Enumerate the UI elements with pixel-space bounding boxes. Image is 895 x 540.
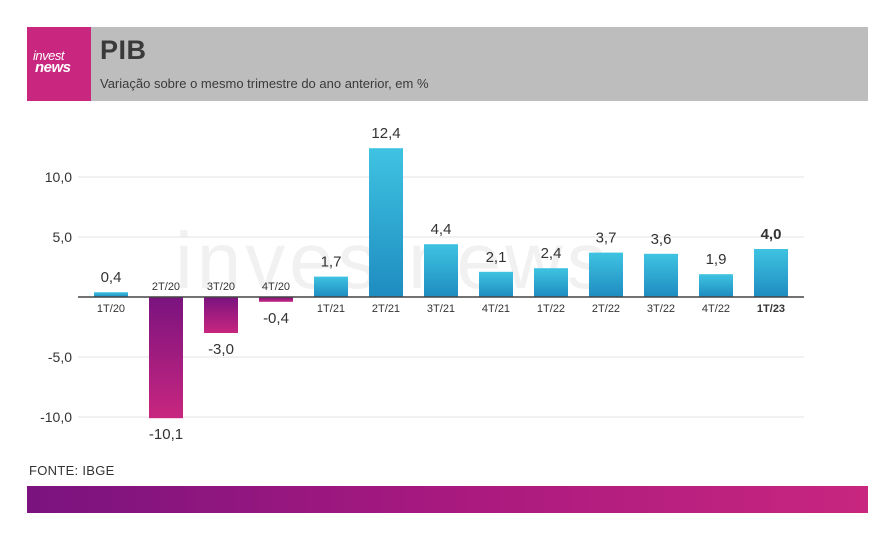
data-label: 3,6 [651, 231, 672, 248]
y-tick-label: -5,0 [48, 349, 72, 365]
chart-subtitle: Variação sobre o mesmo trimestre do ano … [100, 76, 429, 91]
x-tick-label: 3T/22 [647, 303, 675, 315]
data-label: 2,1 [486, 249, 507, 266]
bar-4T-22 [699, 274, 733, 297]
bar-3T-22 [644, 253, 678, 297]
x-tick-label: 1T/21 [317, 303, 345, 315]
bar-2T-22 [589, 252, 623, 297]
bars [94, 148, 788, 419]
data-label: 2,4 [541, 245, 562, 262]
data-label: 1,9 [706, 251, 727, 268]
bar-1T-20 [94, 292, 128, 297]
y-tick-label: 5,0 [53, 229, 73, 245]
logo-text-news: news [35, 59, 71, 76]
bar-3T-20 [204, 297, 238, 333]
y-tick-label: -10,0 [40, 409, 72, 425]
chart-title: PIB [100, 35, 147, 65]
data-label: 0,4 [101, 269, 122, 286]
x-tick-label: 3T/21 [427, 303, 455, 315]
data-label: 1,7 [321, 254, 342, 271]
gridlines [78, 176, 804, 418]
bar-1T-23 [754, 249, 788, 297]
x-tick-label: 2T/21 [372, 303, 400, 315]
footer-bar [27, 486, 868, 513]
bar-2T-21 [369, 148, 403, 297]
bar-4T-21 [479, 271, 513, 297]
bar-3T-21 [424, 244, 458, 297]
data-label: 4,0 [761, 226, 782, 243]
x-tick-label: 4T/21 [482, 303, 510, 315]
x-tick-label: 2T/22 [592, 303, 620, 315]
bar-1T-21 [314, 276, 348, 297]
data-label: 3,7 [596, 230, 617, 247]
source-note: FONTE: IBGE [29, 463, 115, 478]
data-label: -3,0 [208, 341, 234, 358]
x-tick-label: 2T/20 [152, 281, 180, 293]
logo-text-invest: invest [33, 48, 64, 63]
bar-1T-22 [534, 268, 568, 297]
bar-2T-20 [149, 297, 183, 419]
bar-4T-20 [259, 297, 293, 302]
header: invest news PIB Variação sobre o mesmo t… [27, 27, 868, 101]
x-tick-label: 1T/22 [537, 303, 565, 315]
x-tick-label: 4T/22 [702, 303, 730, 315]
labels: 10,0 5,0 -5,0 -10,0 1T/20 0,4 2T/20 -10,1 3T/20 -… [40, 125, 804, 443]
x-tick-label: 3T/20 [207, 281, 235, 293]
data-label: 4,4 [431, 221, 452, 238]
brand-logo: invest news [27, 27, 91, 101]
y-tick-label: 10,0 [45, 169, 72, 185]
data-label: 12,4 [371, 125, 400, 142]
x-tick-label: 1T/23 [757, 303, 785, 315]
x-tick-label: 1T/20 [97, 303, 125, 315]
data-label: -10,1 [149, 426, 183, 443]
data-label: -0,4 [263, 310, 289, 327]
x-tick-label: 4T/20 [262, 281, 290, 293]
